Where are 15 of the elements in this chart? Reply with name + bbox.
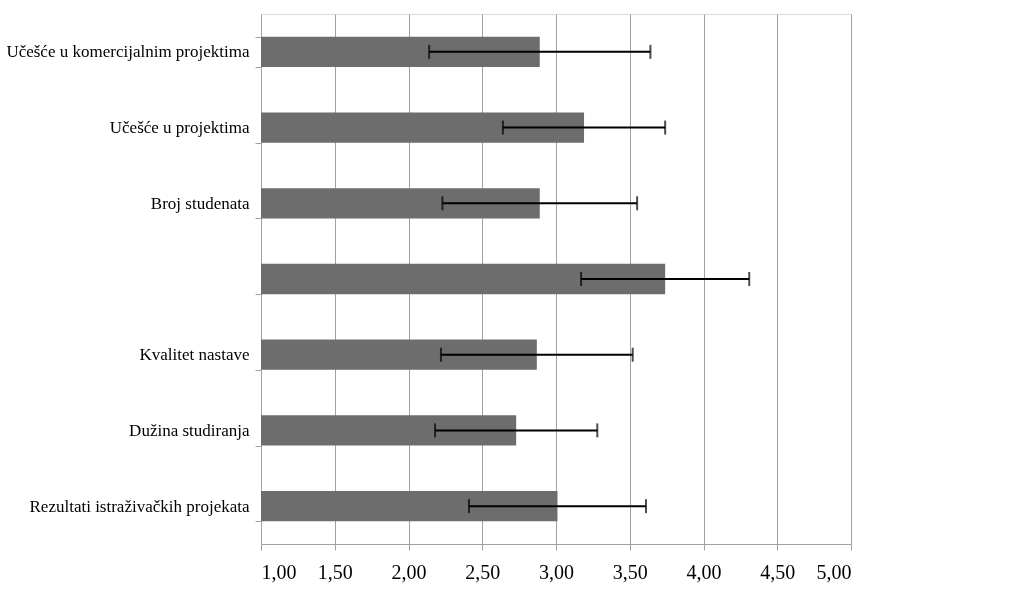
x-tick-label: 2,00: [391, 560, 427, 583]
x-tick-label: 3,00: [539, 560, 574, 583]
x-tick-label: 2,50: [465, 560, 501, 583]
x-tick-label: 1,50: [317, 560, 353, 583]
x-tick-label: 5,00: [816, 560, 852, 583]
y-tick-label: Dužina studiranja: [129, 420, 250, 440]
x-tick-label: 3,50: [612, 560, 648, 583]
y-tick-label: Broj studenata: [150, 193, 250, 213]
y-tick-label: Učešće u projektima: [109, 118, 250, 138]
x-tick-label: 1,00: [261, 560, 297, 583]
y-tick-label: Učešće u komercijalnim projektima: [6, 42, 250, 62]
y-tick-label: Rezultati istraživačkih projekata: [29, 496, 250, 516]
x-tick-label: 4,50: [760, 560, 796, 583]
x-tick-label: 4,00: [686, 560, 722, 583]
y-tick-label: Kvalitet nastave: [139, 345, 250, 365]
